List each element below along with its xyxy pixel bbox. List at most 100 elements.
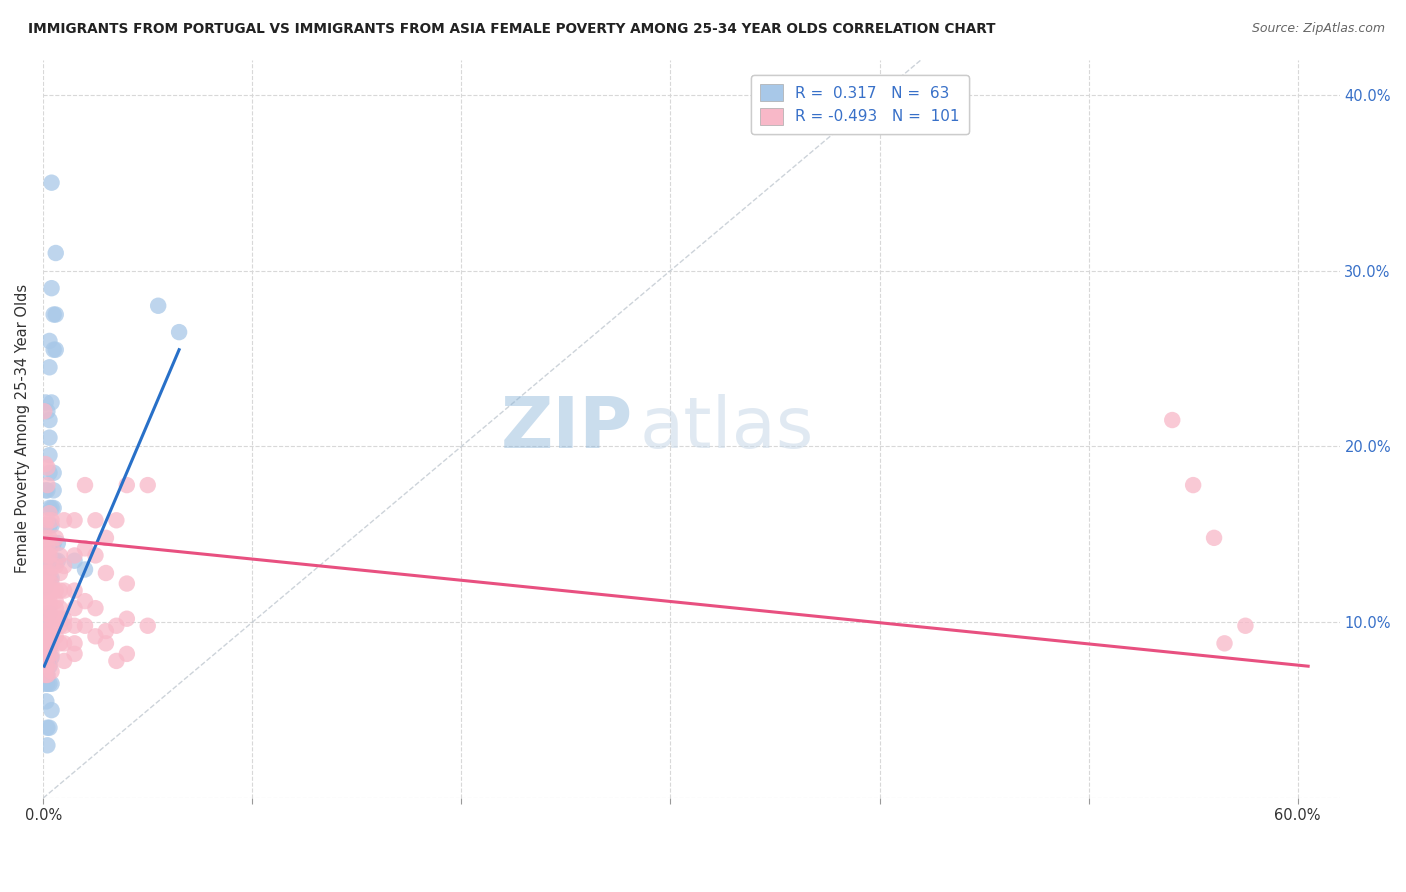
Point — [38, 500, 60, 515]
Point — [34, 457, 56, 471]
Point — [37, 640, 59, 654]
Point — [41, 281, 63, 295]
Point — [42, 500, 65, 515]
Text: ZIP: ZIP — [501, 394, 633, 463]
Point — [37, 571, 59, 585]
Y-axis label: Female Poverty Among 25-34 Year Olds: Female Poverty Among 25-34 Year Olds — [15, 285, 30, 574]
Text: atlas: atlas — [640, 394, 814, 463]
Point — [63, 583, 86, 598]
Point — [94, 636, 117, 650]
Point — [45, 531, 67, 545]
Point — [37, 460, 59, 475]
Point — [45, 343, 67, 357]
Point — [41, 619, 63, 633]
Point — [41, 665, 63, 679]
Point — [1213, 636, 1236, 650]
Point — [45, 246, 67, 260]
Point — [73, 562, 96, 576]
Point — [42, 308, 65, 322]
Point — [53, 583, 76, 598]
Point — [41, 629, 63, 643]
Point — [63, 549, 86, 563]
Point — [37, 576, 59, 591]
Point — [38, 413, 60, 427]
Point — [94, 624, 117, 638]
Point — [45, 601, 67, 615]
Point — [49, 583, 72, 598]
Point — [34, 615, 56, 630]
Point — [34, 545, 56, 559]
Point — [63, 513, 86, 527]
Point — [37, 404, 59, 418]
Point — [53, 654, 76, 668]
Point — [148, 299, 170, 313]
Point — [41, 536, 63, 550]
Point — [37, 540, 59, 554]
Point — [115, 647, 138, 661]
Point — [41, 176, 63, 190]
Point — [37, 607, 59, 621]
Point — [94, 531, 117, 545]
Point — [42, 554, 65, 568]
Point — [37, 668, 59, 682]
Point — [41, 395, 63, 409]
Point — [41, 571, 63, 585]
Point — [53, 559, 76, 574]
Point — [35, 668, 58, 682]
Point — [1234, 619, 1257, 633]
Point — [73, 619, 96, 633]
Point — [1161, 413, 1184, 427]
Point — [34, 657, 56, 672]
Point — [84, 629, 107, 643]
Point — [37, 549, 59, 563]
Point — [34, 650, 56, 665]
Point — [41, 500, 63, 515]
Point — [38, 536, 60, 550]
Point — [41, 583, 63, 598]
Point — [84, 549, 107, 563]
Point — [46, 536, 69, 550]
Point — [34, 554, 56, 568]
Point — [35, 694, 58, 708]
Point — [105, 513, 128, 527]
Point — [63, 619, 86, 633]
Point — [73, 594, 96, 608]
Point — [84, 513, 107, 527]
Point — [41, 703, 63, 717]
Point — [45, 554, 67, 568]
Point — [32, 404, 55, 418]
Point — [1202, 531, 1225, 545]
Point — [84, 601, 107, 615]
Point — [37, 632, 59, 647]
Point — [38, 566, 60, 580]
Point — [63, 647, 86, 661]
Point — [38, 659, 60, 673]
Point — [1182, 478, 1205, 492]
Point — [41, 576, 63, 591]
Point — [34, 518, 56, 533]
Point — [53, 612, 76, 626]
Point — [45, 583, 67, 598]
Point — [34, 677, 56, 691]
Point — [38, 431, 60, 445]
Point — [38, 601, 60, 615]
Point — [37, 583, 59, 598]
Point — [34, 647, 56, 661]
Point — [73, 478, 96, 492]
Point — [38, 576, 60, 591]
Point — [34, 607, 56, 621]
Point — [63, 554, 86, 568]
Point — [53, 636, 76, 650]
Point — [37, 629, 59, 643]
Point — [94, 566, 117, 580]
Point — [34, 636, 56, 650]
Point — [49, 566, 72, 580]
Point — [42, 483, 65, 498]
Point — [37, 657, 59, 672]
Point — [136, 619, 159, 633]
Point — [46, 554, 69, 568]
Point — [34, 624, 56, 638]
Point — [49, 619, 72, 633]
Point — [49, 549, 72, 563]
Point — [115, 576, 138, 591]
